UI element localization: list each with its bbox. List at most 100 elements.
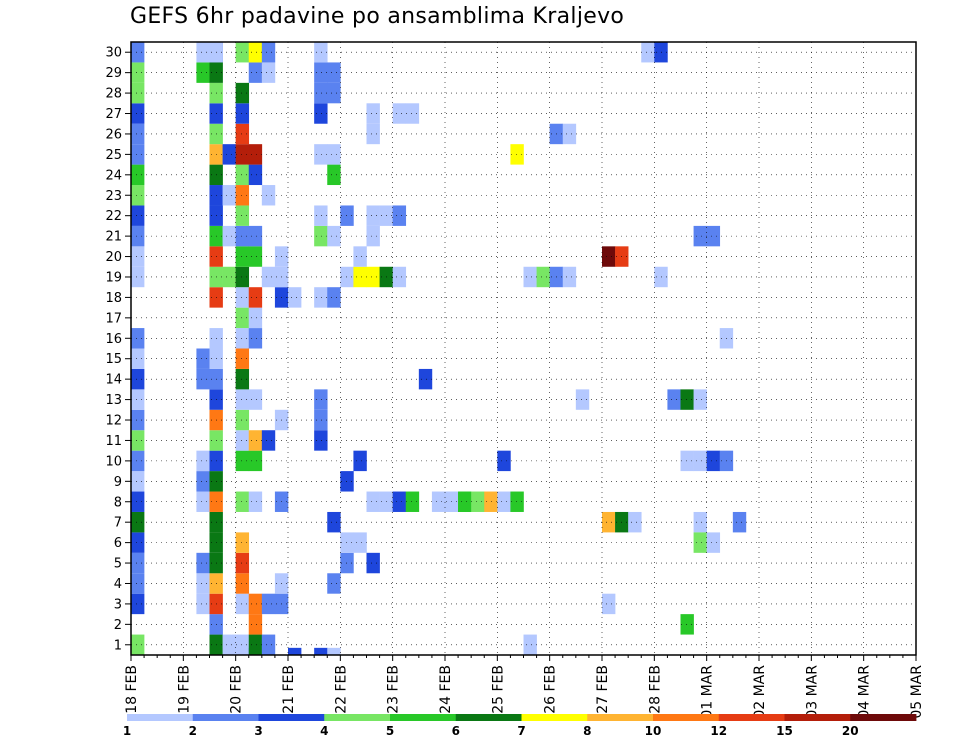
heatmap-cell: [248, 491, 263, 512]
heatmap-cell: [261, 430, 276, 451]
colorbar-swatch: [192, 714, 259, 721]
heatmap-cell: [366, 266, 380, 288]
heatmap-cell: [248, 62, 263, 83]
heatmap-cell: [131, 532, 145, 553]
heatmap-cell: [248, 307, 263, 329]
heatmap-cell: [327, 511, 341, 533]
heatmap-cell: [288, 647, 302, 655]
heatmap-cell: [248, 144, 263, 165]
colorbar-swatch: [324, 714, 391, 721]
y-tick-label: 7: [114, 516, 122, 531]
heatmap-cell: [314, 430, 328, 451]
heatmap-cell: [235, 246, 250, 267]
heatmap-cell: [340, 266, 354, 288]
heatmap-cell: [314, 144, 328, 165]
heatmap-cell: [392, 491, 407, 512]
heatmap-cell: [248, 450, 263, 472]
heatmap-cell: [131, 593, 145, 615]
y-tick-label: 16: [105, 332, 122, 347]
x-tick-label: 23 FEB: [386, 665, 402, 714]
heatmap-cell: [314, 205, 328, 226]
heatmap-cell: [562, 266, 577, 288]
heatmap-cell: [131, 348, 145, 369]
heatmap-cell: [248, 246, 263, 267]
heatmap-cell: [497, 491, 511, 512]
x-tick-label: 22 FEB: [333, 665, 349, 714]
heatmap-cell: [196, 450, 210, 472]
heatmap-cell: [314, 225, 328, 247]
heatmap-cell: [314, 62, 328, 83]
heatmap-cell: [131, 573, 145, 594]
heatmap-cell: [248, 328, 263, 349]
heatmap-cell: [536, 266, 550, 288]
chart-title: GEFS 6hr padavine po ansamblima Kraljevo: [130, 4, 625, 29]
heatmap-cell: [732, 511, 747, 533]
heatmap-cell: [706, 532, 721, 553]
y-tick-label: 12: [105, 414, 122, 429]
heatmap-cell: [131, 368, 145, 390]
heatmap-cell: [327, 164, 341, 186]
heatmap-cell: [484, 491, 498, 512]
y-tick-label: 4: [114, 577, 122, 592]
heatmap-cell: [131, 266, 145, 288]
y-tick-label: 23: [105, 189, 122, 204]
heatmap-cell: [248, 42, 263, 63]
heatmap-cell: [314, 82, 328, 104]
colorbar-swatch: [784, 714, 851, 721]
heatmap-cell: [248, 164, 263, 186]
heatmap-cell: [248, 614, 263, 635]
colorbar-swatch: [653, 714, 720, 721]
heatmap-cell: [248, 634, 263, 655]
heatmap-cell: [261, 185, 276, 206]
heatmap-cell: [235, 123, 250, 145]
heatmap-cell: [196, 593, 210, 615]
heatmap-cell: [222, 634, 236, 655]
heatmap-cell: [392, 103, 407, 124]
heatmap-cell: [131, 450, 145, 472]
x-tick-label: 25 FEB: [490, 665, 506, 714]
colorbar-swatch: [587, 714, 654, 721]
heatmap-cell: [340, 532, 354, 553]
heatmap-cell: [261, 62, 276, 83]
colorbar-label: 20: [842, 724, 859, 738]
heatmap-cell: [340, 552, 354, 574]
heatmap-cell: [222, 225, 236, 247]
heatmap-cell: [693, 450, 707, 472]
y-tick-label: 6: [114, 536, 122, 551]
heatmap-cell: [131, 328, 145, 349]
heatmap-cell: [680, 389, 694, 410]
heatmap-cell: [510, 491, 524, 512]
heatmap-cell: [235, 573, 250, 594]
heatmap-cell: [196, 471, 210, 492]
heatmap-cell: [131, 42, 145, 63]
colorbar-swatch: [258, 714, 325, 721]
heatmap-cell: [131, 552, 145, 574]
colorbar-swatch: [521, 714, 588, 721]
heatmap-cell: [340, 205, 354, 226]
x-tick-label: 04 MAR: [857, 665, 873, 719]
heatmap-cell: [196, 348, 210, 369]
heatmap-cell: [131, 634, 145, 655]
heatmap-cell: [235, 266, 250, 288]
heatmap-cell: [366, 491, 380, 512]
heatmap-cell: [235, 593, 250, 615]
y-tick-label: 20: [105, 250, 122, 265]
x-tick-label: 05 MAR: [909, 665, 925, 719]
y-tick-label: 24: [105, 168, 122, 183]
colorbar-swatch: [718, 714, 785, 721]
heatmap-cell: [641, 42, 655, 63]
heatmap-cell: [405, 491, 420, 512]
y-tick-label: 10: [105, 454, 122, 469]
y-tick-label: 30: [105, 46, 122, 61]
colorbar-swatch: [455, 714, 522, 721]
heatmap-cell: [510, 144, 524, 165]
heatmap-cell: [131, 471, 145, 492]
heatmap-cell: [131, 246, 145, 267]
heatmap-cell: [602, 511, 616, 533]
heatmap-cell: [131, 511, 145, 533]
heatmap-cell: [366, 205, 380, 226]
heatmap-cell: [693, 225, 707, 247]
heatmap-cell: [261, 634, 276, 655]
heatmap-cell: [327, 573, 341, 594]
x-tick-label: 24 FEB: [438, 665, 454, 714]
